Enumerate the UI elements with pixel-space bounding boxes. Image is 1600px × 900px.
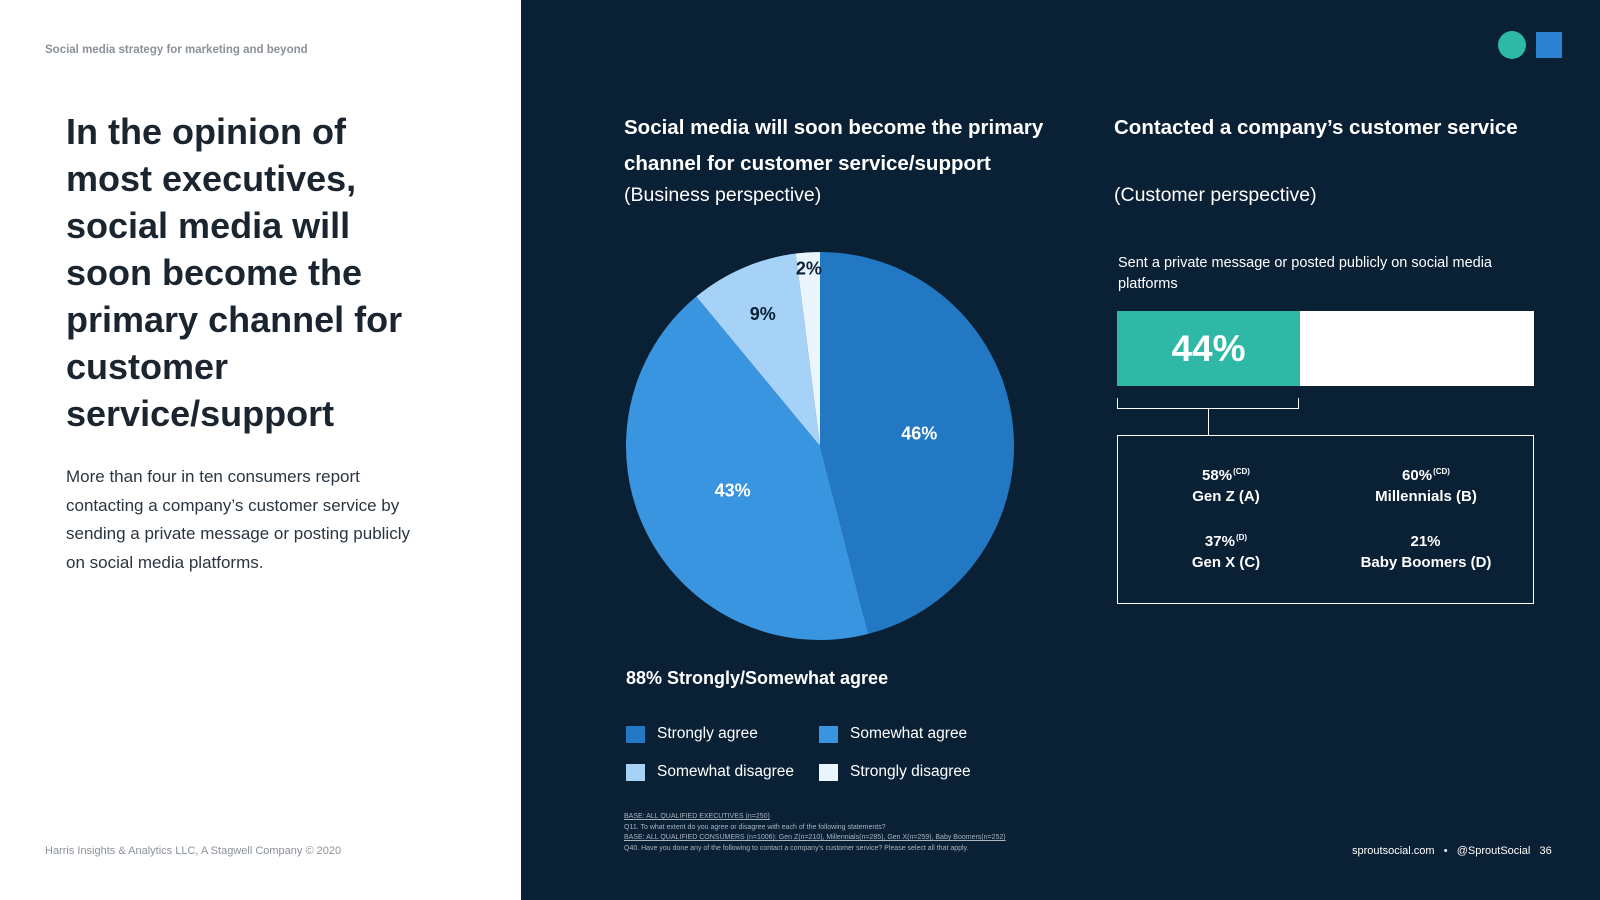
gen-cell-millennials: 60%(CD) Millennials (B) bbox=[1326, 462, 1526, 508]
footer-site-link[interactable]: sproutsocial.com bbox=[1352, 845, 1435, 857]
legend-swatch bbox=[819, 763, 838, 781]
legend-label: Somewhat disagree bbox=[657, 763, 794, 780]
bar-chart-subtitle: (Customer perspective) bbox=[1114, 184, 1317, 206]
bracket-stem bbox=[1208, 409, 1209, 436]
legend-item-strongly-agree: Strongly agree bbox=[626, 725, 758, 743]
footnote-base-executives: BASE: ALL QUALIFIED EXECUTIVES (n=250) bbox=[624, 813, 770, 820]
pie-slice-strongly-agree bbox=[820, 252, 1014, 634]
gen-pct: 58%(CD) bbox=[1202, 467, 1250, 484]
pie-label-strongly-agree: 46% bbox=[901, 423, 937, 443]
gen-pct: 37%(D) bbox=[1204, 533, 1248, 550]
footer-page-number: 36 bbox=[1539, 845, 1552, 857]
gen-pct: 60%(CD) bbox=[1402, 467, 1450, 484]
footer-copyright: Harris Insights & Analytics LLC, A Stagw… bbox=[45, 845, 342, 857]
legend-item-somewhat-disagree: Somewhat disagree bbox=[626, 763, 794, 781]
gen-label: Gen Z (A) bbox=[1192, 488, 1260, 505]
pie-slice-strongly-disagree bbox=[795, 252, 820, 446]
footnote-base-consumers: BASE: ALL QUALIFIED CONSUMERS (n=1006): … bbox=[624, 834, 1006, 841]
legend-item-strongly-disagree: Strongly disagree bbox=[819, 763, 971, 781]
gen-cell-gen-x: 37%(D) Gen X (C) bbox=[1126, 528, 1326, 574]
left-panel: Social media strategy for marketing and … bbox=[0, 0, 521, 900]
footnote-q11: Q11. To what extent do you agree or disa… bbox=[624, 823, 886, 831]
bar-track: 44% bbox=[1117, 311, 1534, 386]
gen-label: Millennials (B) bbox=[1375, 488, 1477, 505]
eyebrow-title: Social media strategy for marketing and … bbox=[45, 44, 308, 56]
legend-swatch bbox=[626, 725, 645, 743]
footer-separator: • bbox=[1443, 845, 1448, 857]
footnotes: BASE: ALL QUALIFIED EXECUTIVES (n=250) Q… bbox=[624, 812, 1084, 854]
gen-cell-baby-boomers: 21% Baby Boomers (D) bbox=[1326, 528, 1526, 574]
bar-value-label: 44% bbox=[1171, 327, 1246, 369]
footer-handle[interactable]: @SproutSocial bbox=[1456, 845, 1531, 857]
generation-breakdown-box: 58%(CD) Gen Z (A) 60%(CD) Millennials (B… bbox=[1117, 435, 1534, 604]
gen-cell-gen-z: 58%(CD) Gen Z (A) bbox=[1126, 462, 1326, 508]
footnote-q40: Q40. Have you done any of the following … bbox=[624, 844, 969, 852]
pie-slice-somewhat-agree bbox=[626, 296, 869, 640]
decorative-square-icon bbox=[1536, 32, 1562, 58]
page-headline: In the opinion of most executives, socia… bbox=[66, 111, 403, 434]
bar-fill bbox=[1117, 311, 1300, 386]
body-paragraph: More than four in ten consumers report c… bbox=[66, 467, 410, 572]
legend-item-somewhat-agree: Somewhat agree bbox=[819, 725, 967, 743]
legend-label: Strongly agree bbox=[657, 725, 758, 742]
legend-swatch bbox=[626, 763, 645, 781]
decorative-circle-icon bbox=[1498, 31, 1526, 59]
gen-label: Gen X (C) bbox=[1191, 554, 1261, 571]
pie-chart: 46% 43% 9% 2% bbox=[626, 252, 1014, 640]
bracket-connector bbox=[1117, 398, 1299, 409]
pie-label-strongly-disagree: 2% bbox=[796, 258, 822, 278]
pie-chart-title: Social media will soon become the primar… bbox=[624, 116, 1044, 175]
legend-label: Somewhat agree bbox=[850, 725, 968, 742]
pie-chart-subtitle: (Business perspective) bbox=[624, 184, 822, 206]
legend-label: Strongly disagree bbox=[850, 763, 971, 780]
footer-right: sproutsocial.com • @SproutSocial 36 bbox=[1352, 845, 1552, 857]
bar-chart-title: Contacted a company’s customer service bbox=[1114, 116, 1518, 139]
gen-pct: 21% bbox=[1410, 533, 1441, 550]
pie-label-somewhat-disagree: 9% bbox=[750, 304, 776, 324]
agree-summary: 88% Strongly/Somewhat agree bbox=[626, 668, 889, 688]
gen-label: Baby Boomers (D) bbox=[1360, 554, 1492, 571]
pie-label-somewhat-agree: 43% bbox=[715, 480, 751, 500]
legend-swatch bbox=[819, 725, 838, 743]
bar-caption: Sent a private message or posted publicl… bbox=[1118, 255, 1492, 292]
pie-slice-somewhat-disagree bbox=[696, 253, 820, 446]
